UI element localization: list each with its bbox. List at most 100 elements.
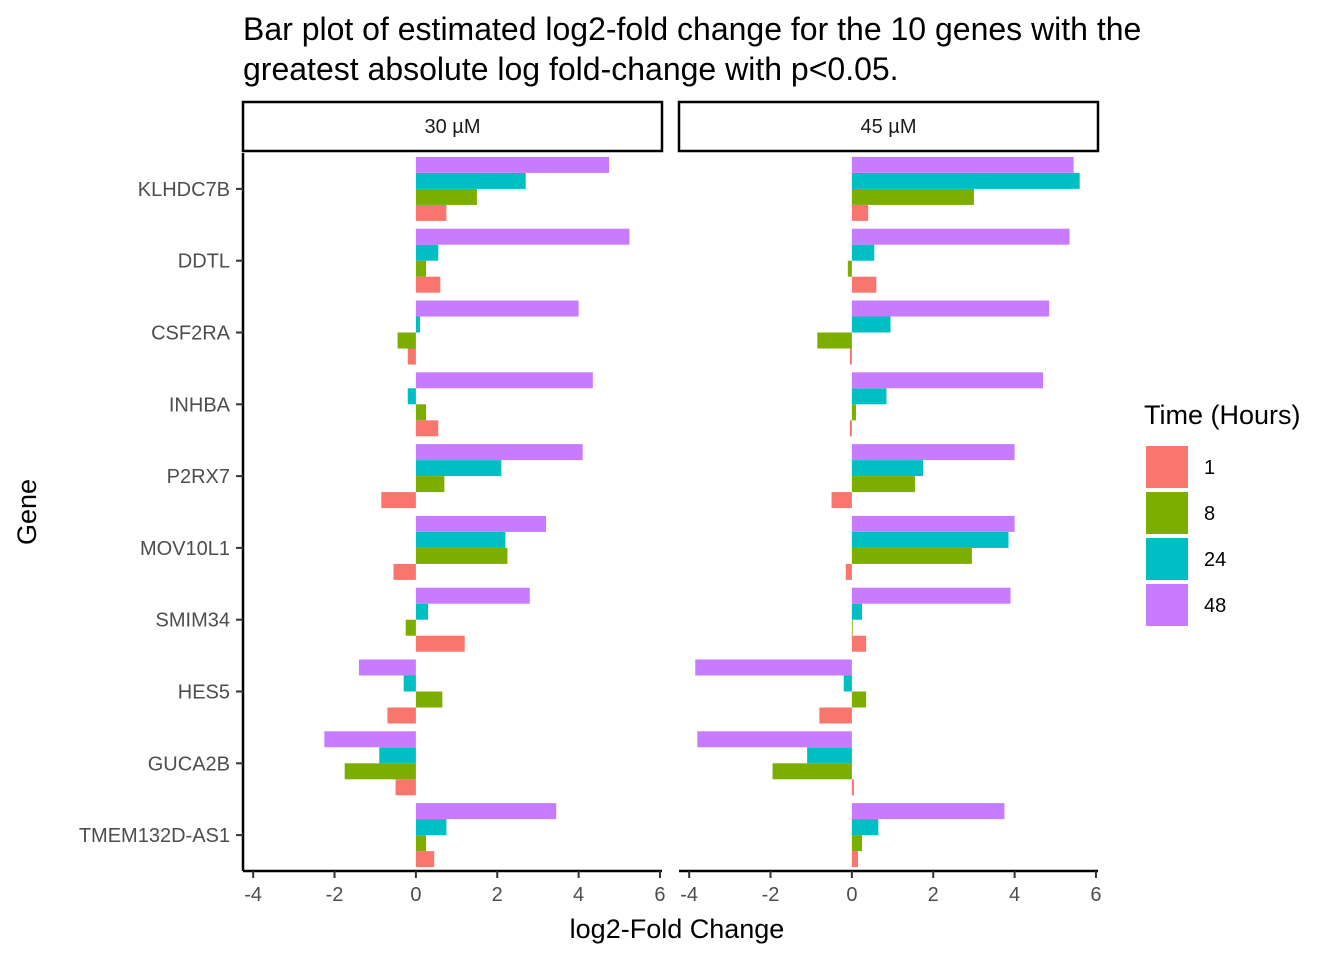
x-tick-label: -2 [326, 884, 344, 906]
bar-ddtl-t8 [847, 260, 852, 277]
bar-mov10l1-t48 [415, 515, 547, 532]
bar-inhba-t8 [415, 404, 427, 421]
x-tick-label: 6 [654, 884, 665, 906]
x-tick-label: -2 [762, 884, 780, 906]
bar-ddtl-t24 [851, 244, 875, 261]
legend-key-24 [1146, 538, 1188, 580]
legend-label-8: 8 [1204, 503, 1215, 525]
bar-csf2ra-t24 [415, 316, 420, 333]
bar-mov10l1-t24 [851, 531, 1009, 548]
bar-inhba-t1 [849, 420, 852, 437]
bar-tmem132d-as1-t1 [851, 851, 858, 868]
x-tick-label: -4 [680, 884, 698, 906]
bar-ddtl-t48 [415, 228, 630, 245]
bar-inhba-t24 [407, 388, 416, 405]
y-axis-title: Gene [12, 479, 42, 545]
bar-csf2ra-t48 [851, 300, 1050, 317]
bar-tmem132d-as1-t48 [851, 803, 1005, 820]
x-tick-label: 6 [1090, 884, 1101, 906]
bar-ddtl-t1 [415, 276, 441, 293]
y-axis: KLHDC7B DDTL CSF2RA INHBA P2RX7 MOV10L1 SMIM34… [79, 153, 245, 871]
bar-hes5-t8 [415, 691, 443, 708]
y-tick-label-csf2ra: CSF2RA [151, 323, 231, 345]
bar-smim34-t8 [405, 619, 416, 636]
bar-guca2b-t1 [851, 779, 854, 796]
bar-p2rx7-t24 [415, 460, 502, 477]
bar-p2rx7-t24 [851, 460, 924, 477]
bar-klhdc7b-t1 [415, 204, 447, 221]
x-tick-label: 4 [1009, 884, 1020, 906]
legend-label-48: 48 [1204, 595, 1226, 617]
y-tick-label-mov10l1: MOV10L1 [140, 538, 230, 560]
bar-guca2b-t8 [344, 763, 416, 780]
bar-inhba-t48 [415, 372, 593, 389]
bar-hes5-t8 [851, 691, 867, 708]
bar-hes5-t48 [358, 659, 416, 676]
legend: Time (Hours) 1 8 24 48 [1144, 400, 1301, 626]
x-tick-label: 0 [410, 884, 421, 906]
bar-smim34-t1 [415, 635, 465, 652]
bar-mov10l1-t1 [393, 563, 416, 580]
bar-klhdc7b-t48 [851, 156, 1074, 173]
bar-hes5-t1 [819, 707, 852, 724]
bar-mov10l1-t8 [851, 547, 972, 564]
facet-strip-label: 30 µM [425, 116, 481, 138]
y-tick-label-tmem132d-as1: TMEM132D-AS1 [79, 825, 230, 847]
bar-hes5-t24 [843, 675, 852, 692]
bar-smim34-t24 [851, 603, 863, 620]
bar-csf2ra-t48 [415, 300, 579, 317]
y-tick-label-klhdc7b: KLHDC7B [138, 179, 230, 201]
y-tick-label-ddtl: DDTL [178, 251, 230, 273]
y-tick-label-inhba: INHBA [169, 394, 231, 416]
bar-p2rx7-t48 [415, 444, 583, 461]
bar-csf2ra-t24 [851, 316, 891, 333]
bar-p2rx7-t1 [831, 492, 852, 509]
x-tick-label: 4 [573, 884, 584, 906]
bar-ddtl-t1 [851, 276, 877, 293]
bar-klhdc7b-t24 [415, 172, 526, 189]
bar-ddtl-t8 [415, 260, 427, 277]
chart-title-line-2: greatest absolute log fold-change with p… [243, 51, 899, 87]
bar-ddtl-t24 [415, 244, 439, 261]
x-tick-label: 2 [492, 884, 503, 906]
legend-label-1: 1 [1204, 457, 1215, 479]
bar-guca2b-t24 [379, 747, 416, 764]
bar-hes5-t24 [403, 675, 416, 692]
bar-inhba-t1 [415, 420, 439, 437]
facet-strip [241, 100, 664, 153]
bar-mov10l1-t1 [845, 563, 852, 580]
legend-label-24: 24 [1204, 549, 1226, 571]
bar-smim34-t48 [415, 587, 530, 604]
y-tick-label-hes5: HES5 [178, 682, 230, 704]
bar-guca2b-t24 [807, 747, 852, 764]
panel-1: 30 µM -4 -2 0 2 4 6 [241, 100, 666, 906]
bar-smim34-t1 [851, 635, 867, 652]
chart-title-line-1: Bar plot of estimated log2-fold change f… [243, 11, 1141, 47]
bar-klhdc7b-t24 [851, 172, 1080, 189]
facet-strip-label: 45 µM [861, 116, 917, 138]
bar-klhdc7b-t8 [415, 188, 477, 205]
bar-tmem132d-as1-t1 [415, 851, 435, 868]
legend-key-8 [1146, 492, 1188, 534]
bar-csf2ra-t8 [817, 332, 852, 349]
panel-2: 45 µM -4 -2 0 2 4 6 [677, 100, 1102, 906]
bar-p2rx7-t8 [415, 476, 445, 493]
bar-guca2b-t48 [697, 731, 852, 748]
legend-title: Time (Hours) [1144, 400, 1301, 430]
bar-tmem132d-as1-t24 [851, 819, 879, 836]
x-axis-title: log2-Fold Change [570, 914, 785, 944]
bar-klhdc7b-t8 [851, 188, 974, 205]
x-tick-label: -4 [244, 884, 262, 906]
bar-csf2ra-t1 [407, 348, 416, 365]
legend-key-1 [1146, 446, 1188, 488]
facet-panels: 30 µM -4 -2 0 2 4 6 45 µM -4 -2 0 2 4 6 [241, 100, 1102, 906]
bar-guca2b-t48 [324, 731, 416, 748]
bar-ddtl-t48 [851, 228, 1070, 245]
y-tick-label-guca2b: GUCA2B [148, 753, 230, 775]
bar-csf2ra-t8 [397, 332, 416, 349]
bar-tmem132d-as1-t8 [415, 835, 427, 852]
bar-inhba-t24 [851, 388, 887, 405]
bar-mov10l1-t8 [415, 547, 508, 564]
bar-hes5-t1 [387, 707, 416, 724]
